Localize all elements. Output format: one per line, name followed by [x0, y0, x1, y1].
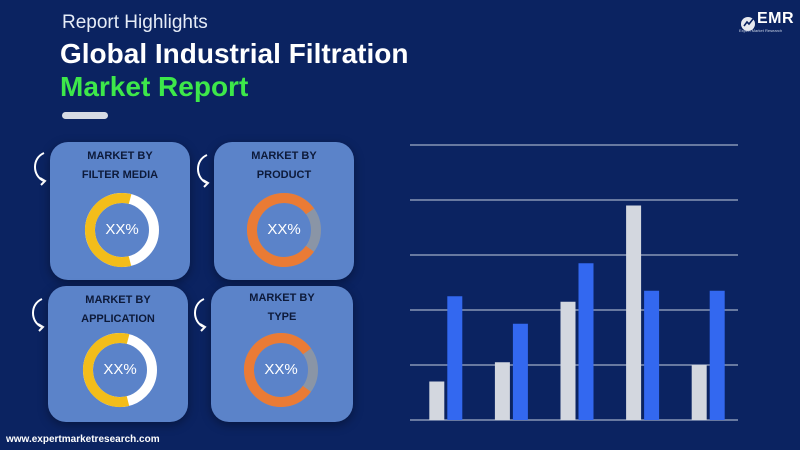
card-label-line2: APPLICATION: [81, 313, 155, 325]
refresh-arrow-icon: [197, 154, 210, 188]
refresh-arrow-icon: [34, 152, 47, 186]
donut-fill-arc: [83, 333, 157, 407]
title-underline: [62, 112, 108, 119]
card-label-line1: MARKET BY: [87, 150, 153, 162]
refresh-arrow-icon: [32, 298, 45, 332]
donut-ring: [83, 333, 157, 407]
bar-chart: [410, 144, 738, 421]
bar-series1-1: [429, 381, 445, 420]
bar-series2-3: [578, 263, 594, 420]
card-value: XX%: [267, 221, 301, 238]
card-value: XX%: [103, 361, 137, 378]
card-value: XX%: [264, 361, 298, 378]
card-product: MARKET BY PRODUCT XX%: [214, 142, 354, 280]
donut-ring: [244, 333, 318, 407]
donut-ring: [85, 193, 159, 267]
card-value: XX%: [105, 221, 139, 238]
bar-series1-2: [494, 362, 510, 420]
card-label-line1: MARKET BY: [251, 150, 317, 162]
logo-tagline: Expert Market Research: [739, 28, 783, 33]
card-label-line2: TYPE: [267, 311, 297, 323]
card-label-line2: FILTER MEDIA: [81, 169, 159, 181]
card-label-line1: MARKET BY: [249, 292, 315, 304]
report-title: Global Industrial Filtration: [60, 38, 409, 69]
donut-ring: [247, 193, 321, 267]
emr-logo-icon: [741, 17, 755, 31]
bar-series2-2: [512, 323, 528, 420]
bar-series2-1: [447, 296, 463, 420]
card-application: MARKET BY APPLICATION XX%: [48, 286, 188, 422]
card-type: MARKET BY TYPE XX%: [211, 286, 353, 422]
card-label-line2: PRODUCT: [256, 169, 312, 181]
report-title-highlight: Market Report: [60, 71, 249, 102]
bar-series1-5: [691, 365, 707, 420]
footer-url: www.expertmarketresearch.com: [6, 434, 160, 445]
bar-series2-5: [709, 290, 725, 420]
report-subtitle: Report Highlights: [62, 12, 208, 33]
logo-text: EMR: [757, 10, 795, 27]
donut-fill-arc: [244, 333, 318, 407]
bar-series2-4: [644, 290, 660, 420]
bar-series1-4: [626, 205, 642, 420]
refresh-arrow-icon: [194, 298, 207, 332]
bar-series1-3: [560, 301, 576, 420]
card-filter-media: MARKET BY FILTER MEDIA XX%: [50, 142, 190, 280]
card-label-line1: MARKET BY: [85, 294, 151, 306]
